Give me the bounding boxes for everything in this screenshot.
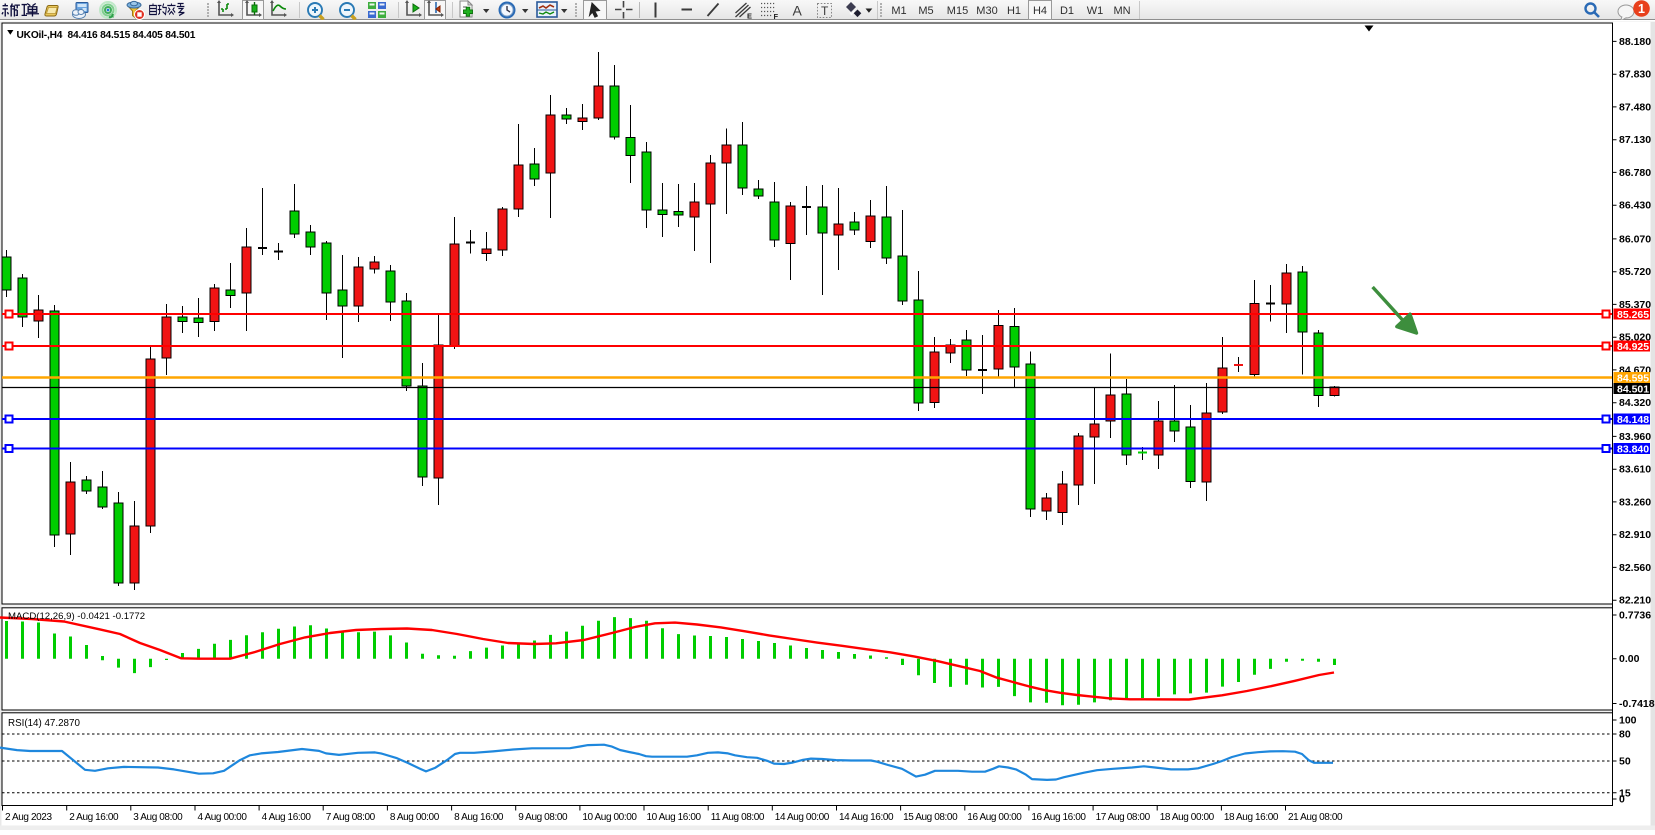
svg-text:W1: W1 xyxy=(1087,5,1104,17)
svg-text:84.925: 84.925 xyxy=(1617,341,1649,353)
svg-text:RSI(14) 47.2870: RSI(14) 47.2870 xyxy=(8,718,80,729)
svg-text:4 Aug 16:00: 4 Aug 16:00 xyxy=(262,812,312,823)
svg-text:A: A xyxy=(793,3,803,19)
svg-text:84.148: 84.148 xyxy=(1617,414,1649,426)
svg-text:16 Aug 16:00: 16 Aug 16:00 xyxy=(1031,812,1086,823)
svg-text:7 Aug 08:00: 7 Aug 08:00 xyxy=(326,812,376,823)
svg-text:84.320: 84.320 xyxy=(1619,397,1651,409)
svg-text:86.070: 86.070 xyxy=(1619,233,1651,245)
svg-text:86.780: 86.780 xyxy=(1619,167,1651,179)
svg-text:87.130: 87.130 xyxy=(1619,134,1651,146)
svg-text:8 Aug 16:00: 8 Aug 16:00 xyxy=(454,812,504,823)
svg-text:21 Aug 08:00: 21 Aug 08:00 xyxy=(1288,812,1343,823)
svg-text:F: F xyxy=(774,12,779,20)
svg-text:-0.7418: -0.7418 xyxy=(1619,698,1655,710)
svg-text:H1: H1 xyxy=(1007,5,1021,17)
svg-text:0: 0 xyxy=(1619,794,1625,806)
svg-text:83.840: 83.840 xyxy=(1617,443,1649,455)
svg-text:82.560: 82.560 xyxy=(1619,562,1651,574)
svg-text:18 Aug 00:00: 18 Aug 00:00 xyxy=(1160,812,1215,823)
svg-text:0.7736: 0.7736 xyxy=(1619,610,1651,622)
svg-text:100: 100 xyxy=(1619,715,1637,727)
svg-text:88.180: 88.180 xyxy=(1619,36,1651,48)
svg-text:D1: D1 xyxy=(1060,5,1074,17)
svg-text:14 Aug 00:00: 14 Aug 00:00 xyxy=(775,812,830,823)
svg-text:UKOil-,H4 84.416 84.515 84.40: UKOil-,H4 84.416 84.515 84.405 84.501 xyxy=(17,30,196,41)
svg-text:86.430: 86.430 xyxy=(1619,200,1651,212)
svg-text:83.610: 83.610 xyxy=(1619,464,1651,476)
svg-text:10 Aug 00:00: 10 Aug 00:00 xyxy=(582,812,637,823)
svg-text:15 Aug 08:00: 15 Aug 08:00 xyxy=(903,812,958,823)
svg-text:82.210: 82.210 xyxy=(1619,595,1651,607)
svg-text:3 Aug 08:00: 3 Aug 08:00 xyxy=(133,812,183,823)
svg-text:9 Aug 08:00: 9 Aug 08:00 xyxy=(518,812,568,823)
svg-text:87.480: 87.480 xyxy=(1619,101,1651,113)
svg-text:M1: M1 xyxy=(891,5,906,17)
svg-text:87.830: 87.830 xyxy=(1619,69,1651,81)
svg-text:17 Aug 08:00: 17 Aug 08:00 xyxy=(1096,812,1151,823)
svg-text:8 Aug 00:00: 8 Aug 00:00 xyxy=(390,812,440,823)
svg-text:4 Aug 00:00: 4 Aug 00:00 xyxy=(198,812,248,823)
svg-text:0.00: 0.00 xyxy=(1619,653,1640,665)
svg-text:T: T xyxy=(821,4,829,18)
svg-text:2 Aug 16:00: 2 Aug 16:00 xyxy=(69,812,119,823)
svg-text:M5: M5 xyxy=(918,5,933,17)
svg-text:80: 80 xyxy=(1619,729,1631,741)
svg-text:11 Aug 08:00: 11 Aug 08:00 xyxy=(711,812,765,823)
svg-text:83.960: 83.960 xyxy=(1619,431,1651,443)
svg-text:M30: M30 xyxy=(976,5,997,17)
svg-text:H4: H4 xyxy=(1033,5,1047,17)
svg-text:16 Aug 00:00: 16 Aug 00:00 xyxy=(967,812,1022,823)
svg-text:85.265: 85.265 xyxy=(1617,309,1649,321)
svg-text:18 Aug 16:00: 18 Aug 16:00 xyxy=(1224,812,1279,823)
svg-text:10 Aug 16:00: 10 Aug 16:00 xyxy=(647,812,702,823)
svg-text:MACD(12,26,9) -0.0421 -0.1772: MACD(12,26,9) -0.0421 -0.1772 xyxy=(8,611,145,622)
svg-text:83.260: 83.260 xyxy=(1619,496,1651,508)
svg-text:1: 1 xyxy=(1638,2,1645,16)
svg-text:84.501: 84.501 xyxy=(1617,383,1649,395)
svg-text:2 Aug 2023: 2 Aug 2023 xyxy=(5,812,52,823)
svg-text:E: E xyxy=(747,12,752,21)
svg-text:MN: MN xyxy=(1113,5,1130,17)
svg-text:50: 50 xyxy=(1619,756,1631,768)
svg-text:85.720: 85.720 xyxy=(1619,266,1651,278)
svg-text:14 Aug 16:00: 14 Aug 16:00 xyxy=(839,812,894,823)
svg-text:M15: M15 xyxy=(947,5,968,17)
svg-text:82.910: 82.910 xyxy=(1619,529,1651,541)
